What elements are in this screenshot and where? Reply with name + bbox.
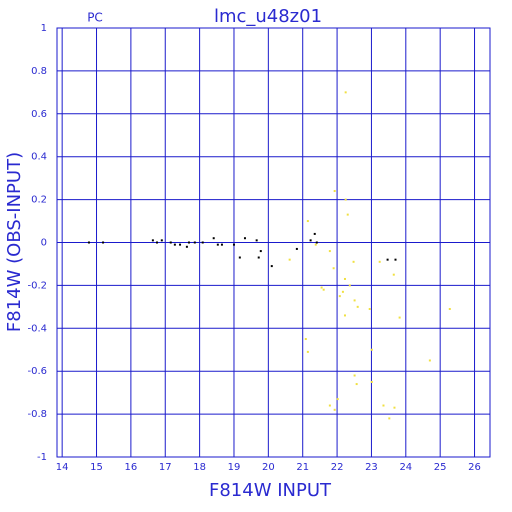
y-tick-label: 0.4 [31, 152, 47, 163]
x-tick-label: 24 [399, 462, 412, 473]
point [355, 383, 358, 386]
point [393, 406, 396, 409]
point [169, 241, 172, 244]
x-axis-label: F814W INPUT [209, 480, 332, 501]
point [185, 245, 188, 248]
chart-title: lmc_u48z01 [214, 6, 322, 27]
point [378, 260, 381, 263]
y-tick-label: 0.2 [31, 195, 47, 206]
point [370, 348, 373, 351]
y-tick-label: -0.6 [27, 366, 47, 377]
y-tick-label: -0.8 [27, 409, 47, 420]
point [309, 239, 312, 242]
y-tick-label: 0.8 [31, 66, 47, 77]
point [388, 417, 391, 420]
y-tick-label: -1 [37, 452, 47, 463]
point [193, 241, 196, 244]
point [382, 404, 385, 407]
point [156, 241, 159, 244]
point [212, 237, 215, 240]
point [370, 380, 373, 383]
y-tick-label: 1 [41, 23, 47, 34]
point [102, 241, 105, 244]
x-tick-label: 23 [365, 462, 378, 473]
x-tick-label: 22 [331, 462, 344, 473]
point [216, 243, 219, 246]
point [353, 374, 356, 377]
point [288, 258, 291, 261]
point [328, 404, 331, 407]
y-tick-label: 0 [41, 238, 47, 249]
point [356, 305, 359, 308]
point [368, 307, 371, 310]
point [448, 307, 451, 310]
point [341, 290, 344, 293]
point [201, 241, 204, 244]
point [392, 273, 395, 276]
point [270, 265, 273, 268]
point [353, 299, 356, 302]
point [315, 241, 318, 244]
point [187, 241, 190, 244]
y-axis-label: F814W (OBS-INPUT) [4, 152, 25, 332]
point [336, 398, 339, 401]
point [259, 250, 262, 253]
point [160, 239, 163, 242]
point [386, 258, 389, 261]
point [87, 241, 90, 244]
point [344, 198, 347, 201]
point [333, 408, 336, 411]
chart-subtitle: PC [87, 11, 103, 25]
point [243, 237, 246, 240]
point [346, 213, 349, 216]
x-tick-label: 16 [125, 462, 138, 473]
point [398, 316, 401, 319]
point [306, 220, 309, 223]
point [295, 247, 298, 250]
point [332, 267, 335, 270]
point [151, 239, 154, 242]
x-tick-label: 17 [159, 462, 172, 473]
y-tick-label: -0.4 [27, 323, 47, 334]
point [320, 286, 323, 289]
point [220, 243, 223, 246]
point [179, 243, 182, 246]
point [428, 359, 431, 362]
x-tick-label: 26 [468, 462, 481, 473]
point [333, 190, 336, 193]
point [257, 256, 260, 259]
y-tick-label: 0.6 [31, 109, 47, 120]
x-tick-label: 20 [262, 462, 275, 473]
point [314, 243, 317, 246]
x-tick-label: 19 [228, 462, 241, 473]
point [322, 288, 325, 291]
point [344, 91, 347, 94]
x-tick-label: 18 [193, 462, 206, 473]
y-tick-label: -0.2 [27, 280, 47, 291]
point [306, 350, 309, 353]
x-tick-label: 14 [56, 462, 69, 473]
point [304, 338, 307, 341]
point [394, 258, 397, 261]
point [238, 256, 241, 259]
point [343, 314, 346, 317]
x-tick-label: 15 [90, 462, 103, 473]
point [328, 250, 331, 253]
point [348, 284, 351, 287]
point [173, 243, 176, 246]
point [352, 260, 355, 263]
x-tick-label: 25 [434, 462, 447, 473]
point [338, 295, 341, 298]
point [232, 243, 235, 246]
point [313, 232, 316, 235]
point [255, 239, 258, 242]
x-tick-label: 21 [296, 462, 309, 473]
point [343, 277, 346, 280]
